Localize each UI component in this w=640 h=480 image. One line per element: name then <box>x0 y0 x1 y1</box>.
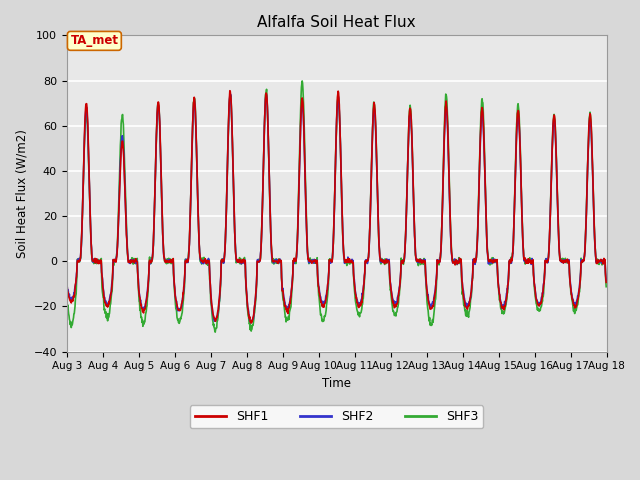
SHF2 <box>421 256 429 262</box>
SHF1 <box>492 257 499 263</box>
SHF1 <box>226 88 234 94</box>
X-axis label: Time: Time <box>322 377 351 390</box>
SHF2 <box>539 291 547 297</box>
SHF2 <box>170 270 177 276</box>
SHF3 <box>170 273 177 279</box>
SHF1 <box>170 270 177 276</box>
SHF3 <box>183 257 191 263</box>
SHF2 <box>247 320 255 325</box>
SHF3 <box>211 329 219 335</box>
Title: Alfalfa Soil Heat Flux: Alfalfa Soil Heat Flux <box>257 15 416 30</box>
SHF3 <box>244 306 252 312</box>
SHF3 <box>63 293 70 299</box>
SHF2 <box>262 91 270 97</box>
Line: SHF2: SHF2 <box>67 94 606 323</box>
SHF1 <box>539 290 547 296</box>
SHF2 <box>63 280 70 286</box>
SHF2 <box>243 297 251 302</box>
Legend: SHF1, SHF2, SHF3: SHF1, SHF2, SHF3 <box>190 405 483 428</box>
SHF1 <box>248 320 255 326</box>
Line: SHF1: SHF1 <box>67 91 606 323</box>
SHF1 <box>602 279 610 285</box>
SHF1 <box>421 258 429 264</box>
SHF1 <box>183 257 191 263</box>
SHF3 <box>298 78 306 84</box>
SHF3 <box>492 257 499 263</box>
SHF3 <box>539 290 547 296</box>
SHF3 <box>421 259 429 264</box>
Text: TA_met: TA_met <box>70 35 118 48</box>
SHF3 <box>602 284 610 289</box>
SHF1 <box>244 301 252 307</box>
SHF1 <box>63 280 70 286</box>
Y-axis label: Soil Heat Flux (W/m2): Soil Heat Flux (W/m2) <box>15 129 28 258</box>
SHF2 <box>183 258 191 264</box>
Line: SHF3: SHF3 <box>67 81 606 332</box>
SHF2 <box>492 258 499 264</box>
SHF2 <box>602 277 610 283</box>
